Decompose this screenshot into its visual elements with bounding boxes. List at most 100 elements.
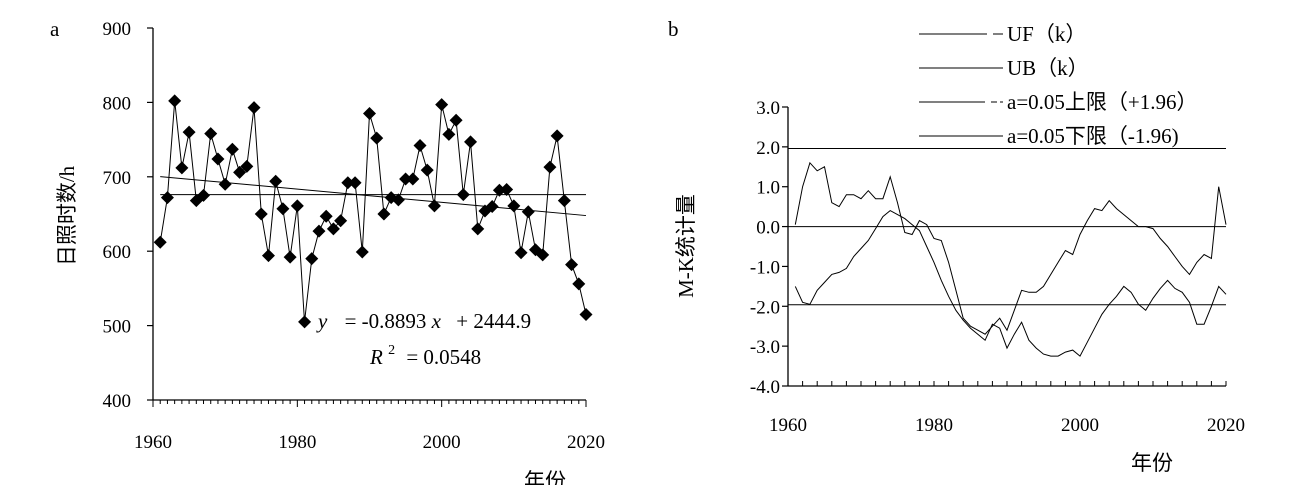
- data-point: [536, 248, 550, 262]
- r2-r: R: [369, 345, 383, 369]
- plot-a-series: [153, 94, 593, 329]
- data-point: [420, 163, 434, 177]
- data-point: [449, 113, 463, 127]
- data-point: [391, 193, 405, 207]
- plot-a-x-tick-label: 1980: [278, 432, 316, 453]
- data-point: [319, 209, 333, 223]
- legend-label: a=0.05上限（+1.96）: [1007, 90, 1198, 114]
- data-point: [182, 125, 196, 139]
- data-point: [290, 199, 304, 213]
- plot-a-y-axis-label: 日照时数/h: [55, 165, 79, 266]
- equation-x: x: [431, 309, 442, 333]
- plot-b-y-tick-label: -2.0: [750, 297, 780, 318]
- data-point: [254, 207, 268, 221]
- legend-label: UF（k）: [1007, 22, 1086, 46]
- plot-b-x-axis-label: 年份: [1131, 451, 1173, 475]
- data-point: [276, 202, 290, 216]
- data-point: [225, 142, 239, 156]
- data-point: [579, 307, 593, 321]
- data-point: [550, 129, 564, 143]
- plot-b-y-axis-label: M-K统计量: [674, 194, 698, 298]
- series-line: [159, 100, 587, 322]
- legend-label: UB（k）: [1007, 56, 1089, 80]
- data-point: [175, 161, 189, 175]
- ub-line: [794, 161, 1227, 335]
- data-point: [341, 176, 355, 190]
- data-point: [507, 199, 521, 213]
- data-point: [298, 315, 312, 329]
- equation-slope: = -0.8893: [345, 309, 427, 333]
- plot-a-y-ticks: 400 500 600 700 800 900: [103, 19, 153, 412]
- data-point: [326, 222, 340, 236]
- plot-b-legend: UF（k） UB（k） a=0.05上限（+1.96） a=0.05下限（-1.96): [919, 22, 1198, 148]
- data-point: [557, 194, 571, 208]
- data-point: [442, 127, 456, 141]
- data-point: [312, 224, 326, 238]
- plot-a-y-tick-label: 900: [103, 19, 132, 40]
- data-point: [485, 200, 499, 214]
- data-point: [168, 94, 182, 108]
- r2-exp: 2: [388, 343, 395, 358]
- plot-a-y-tick-label: 400: [103, 391, 132, 412]
- data-point: [521, 205, 535, 219]
- plot-b-y-tick-label: -4.0: [750, 377, 780, 398]
- data-point: [572, 277, 586, 291]
- plot-b-y-ticks: 3.0 2.0 1.0 0.0 -1.0 -2.0 -3.0 -4.0: [750, 98, 788, 398]
- plot-b-y-tick-label: 2.0: [756, 138, 780, 159]
- data-point: [348, 176, 362, 190]
- plot-b-series: [788, 147, 1227, 357]
- plot-b-y-tick-label: 3.0: [756, 98, 780, 119]
- data-point: [427, 199, 441, 213]
- data-point: [204, 127, 218, 141]
- plot-a-x-axis-label: 年份: [524, 469, 566, 485]
- data-point: [247, 101, 261, 115]
- plot-b-x-tick-label: 1980: [915, 415, 953, 436]
- legend-label: a=0.05下限（-1.96): [1007, 124, 1179, 148]
- panel-a-label: a: [50, 17, 60, 41]
- plot-b-y-tick-label: -3.0: [750, 337, 780, 358]
- panel-b: b 3.0 2.0 1.0 0.0 -1.0 -2.0 -3.0 -4.0 1960 1980 2…: [668, 17, 1245, 475]
- regression-equation: y = -0.8893 x + 2444.9: [316, 309, 531, 333]
- data-point: [261, 249, 275, 263]
- plot-b-x-tick-label: 1960: [769, 415, 807, 436]
- data-point: [363, 107, 376, 121]
- plot-b-x-tick-label: 2020: [1207, 415, 1245, 436]
- data-point: [370, 131, 384, 145]
- data-point: [435, 98, 449, 112]
- data-point: [211, 152, 225, 166]
- data-point: [565, 258, 579, 272]
- data-point: [305, 252, 319, 266]
- plot-b-y-tick-label: 1.0: [756, 178, 780, 199]
- plot-a-y-tick-label: 700: [103, 168, 132, 189]
- data-point: [334, 214, 348, 228]
- data-point: [218, 177, 232, 191]
- panel-a: a 400 500 600 700 800 900 1960 1980 2000 2020 日照…: [50, 17, 605, 485]
- plot-a-x-tick-label: 2020: [567, 432, 605, 453]
- plot-b-y-tick-label: -1.0: [750, 257, 780, 278]
- data-point: [543, 160, 557, 174]
- data-point: [269, 174, 283, 188]
- r2-value: = 0.0548: [406, 345, 481, 369]
- plot-a-x-tick-label: 2000: [423, 432, 461, 453]
- data-point: [355, 245, 369, 259]
- equation-y: y: [316, 309, 328, 333]
- data-point: [406, 172, 420, 186]
- data-point: [283, 250, 297, 264]
- plot-b-y-tick-label: 0.0: [756, 218, 780, 239]
- data-point: [464, 135, 478, 149]
- data-point: [153, 235, 167, 249]
- plot-a-y-tick-label: 600: [103, 242, 132, 263]
- data-point: [377, 207, 391, 221]
- plot-a-y-tick-label: 800: [103, 93, 132, 114]
- data-point: [160, 191, 174, 205]
- data-point: [233, 165, 247, 179]
- data-point: [197, 188, 211, 202]
- uf-line: [794, 209, 1227, 357]
- data-point: [399, 172, 413, 186]
- r-squared: R 2 = 0.0548: [369, 335, 481, 369]
- plot-a-x-tick-label: 1960: [134, 432, 172, 453]
- data-point: [413, 139, 427, 153]
- plot-a-y-tick-label: 500: [103, 317, 132, 338]
- data-point: [471, 222, 485, 236]
